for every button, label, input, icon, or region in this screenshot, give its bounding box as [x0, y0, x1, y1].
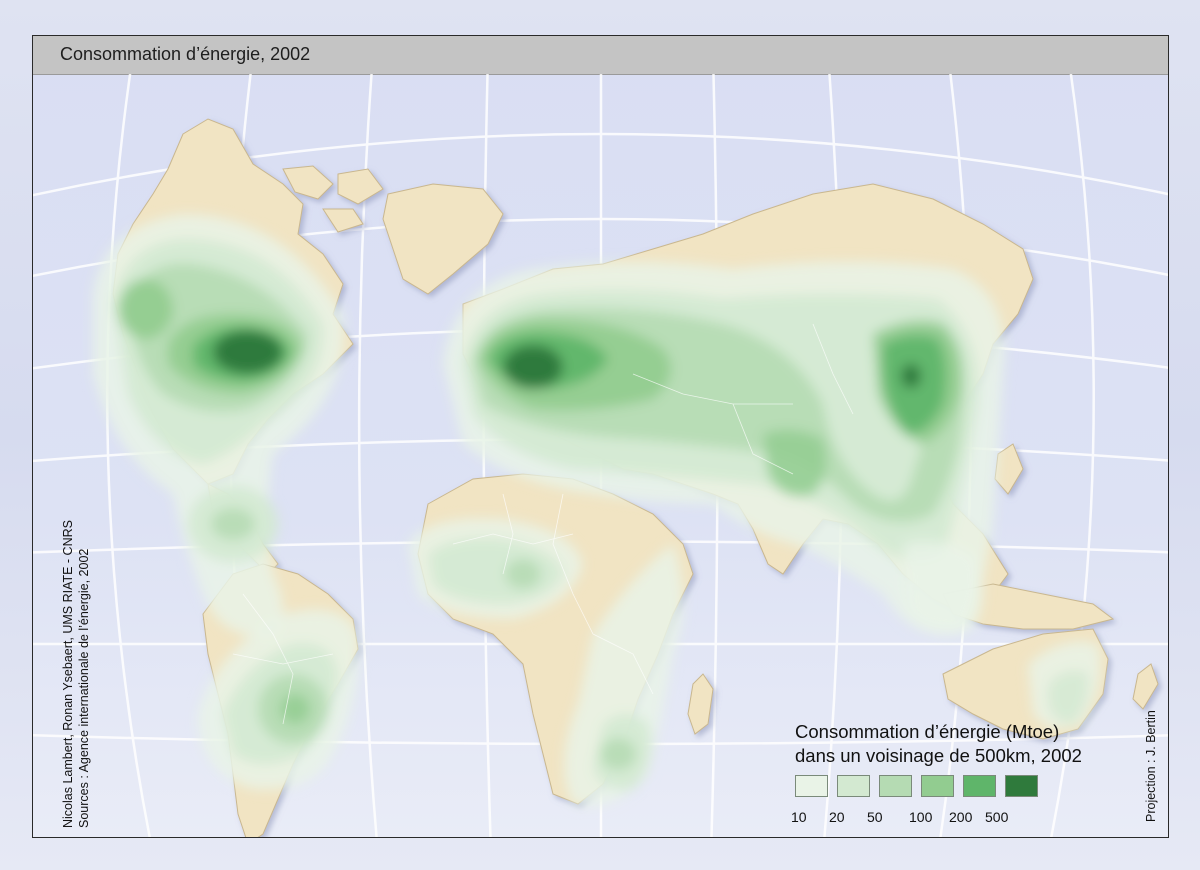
density-north-america	[93, 214, 345, 636]
country-borders	[232, 323, 854, 725]
greenland-land	[382, 183, 504, 295]
world-map	[33, 74, 1168, 837]
credits-authors: Nicolas Lambert, Ronan Ysebaert, UMS RIA…	[61, 520, 75, 828]
map-title: Consommation d’énergie, 2002	[60, 44, 311, 64]
legend-label-10: 10	[791, 809, 807, 825]
projection-label: Projection : J. Bertin	[1144, 710, 1158, 822]
energy-density	[93, 214, 1101, 806]
new-zealand-land	[1132, 663, 1159, 710]
legend-swatch-50	[879, 775, 912, 797]
legend: Consommation d’énergie (Mtoe) dans un vo…	[791, 720, 1105, 825]
legend-title-line2: dans un voisinage de 500km, 2002	[795, 745, 1082, 766]
legend-label-200: 200	[949, 809, 973, 825]
density-oceania	[903, 540, 1101, 730]
legend-label-20: 20	[829, 809, 845, 825]
legend-swatch-500	[1005, 775, 1038, 797]
legend-swatch-200	[963, 775, 996, 797]
density-central-america	[188, 486, 278, 562]
legend-swatch-20	[837, 775, 870, 797]
legend-swatch-10	[795, 775, 828, 797]
legend-label-500: 500	[985, 809, 1009, 825]
arctic-islands-land	[282, 165, 384, 233]
legend-title-line1: Consommation d’énergie (Mtoe)	[795, 721, 1060, 742]
density-south-america	[198, 609, 359, 790]
density-eurasia	[443, 261, 1005, 636]
legend-label-100: 100	[909, 809, 933, 825]
title-bar: Consommation d’énergie, 2002	[33, 36, 1168, 75]
credits: Nicolas Lambert, Ronan Ysebaert, UMS RIA…	[60, 520, 92, 828]
density-africa	[408, 518, 683, 806]
legend-swatch-100	[921, 775, 954, 797]
legend-label-50: 50	[867, 809, 883, 825]
credits-sources: Sources : Agence internationale de l’éne…	[77, 548, 91, 828]
map-frame: Consommation d’énergie, 2002	[32, 35, 1169, 838]
madagascar-land	[687, 673, 714, 735]
